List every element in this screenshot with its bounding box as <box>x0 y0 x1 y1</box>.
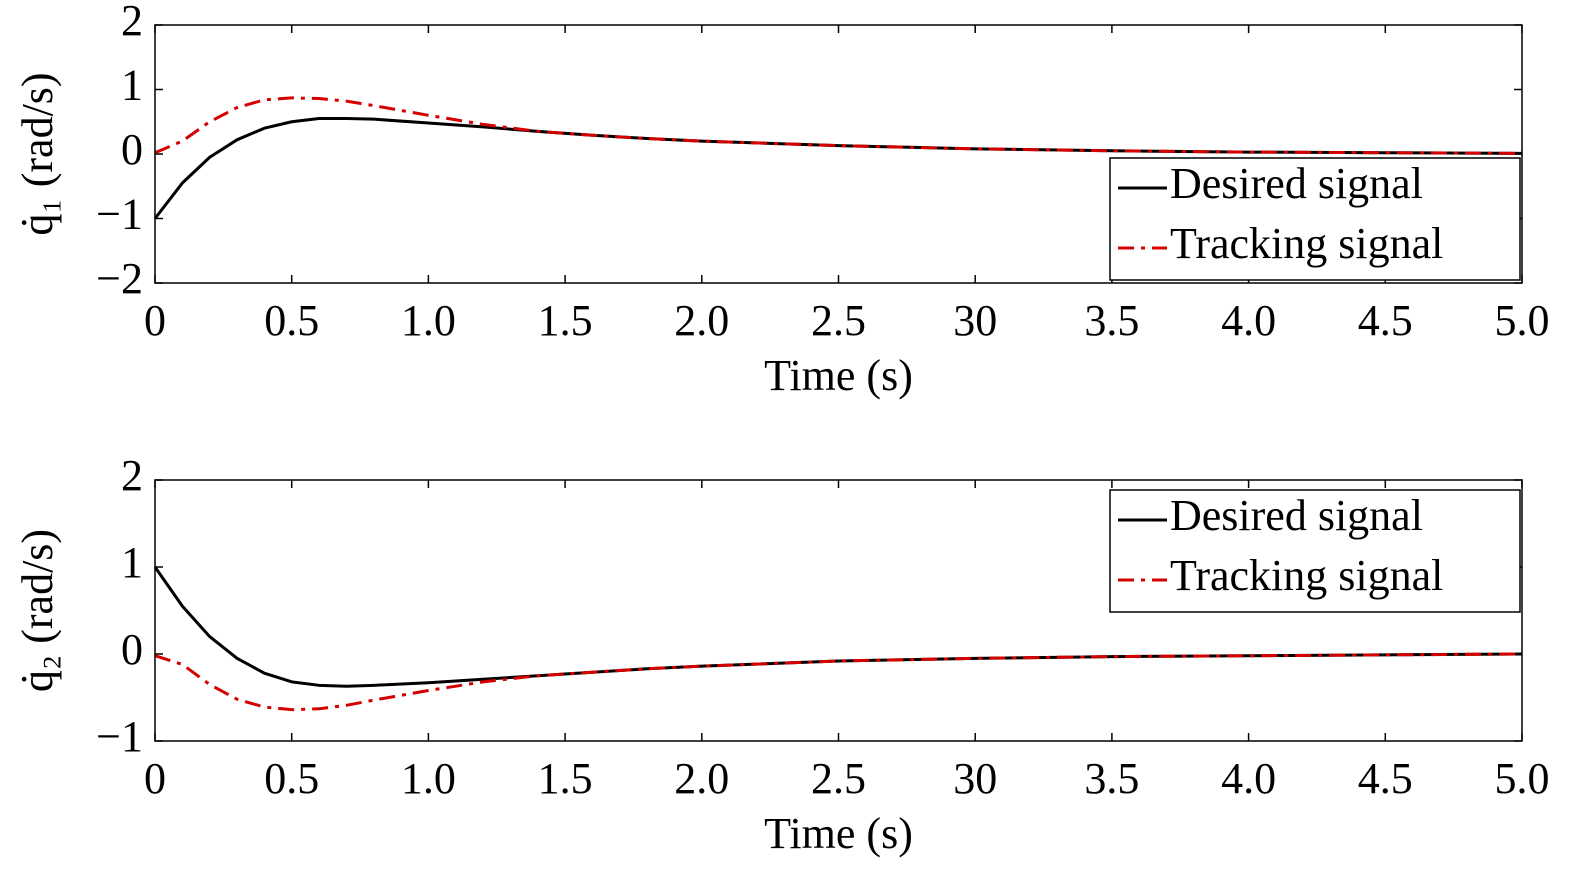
x-tick-label: 0 <box>144 754 166 803</box>
x-tick-label: 0.5 <box>264 296 319 345</box>
legend-box <box>1109 489 1521 613</box>
x-tick-label: 1.5 <box>538 754 593 803</box>
x-tick-label: 1.0 <box>401 754 456 803</box>
y-axis-label: q̇₂ (rad/s) <box>13 529 62 692</box>
x-tick-label: 3.5 <box>1084 296 1139 345</box>
legend-label: Desired signal <box>1170 491 1423 540</box>
x-tick-label: 1.0 <box>401 296 456 345</box>
line-series <box>154 96 1523 155</box>
x-axis-label: Time (s) <box>764 809 913 858</box>
legend-label: Tracking signal <box>1170 219 1443 268</box>
x-tick-label: 4.5 <box>1358 754 1413 803</box>
x-tick-label: 4.0 <box>1221 754 1276 803</box>
x-axis-label: Time (s) <box>764 351 913 400</box>
legend-box <box>1109 157 1521 281</box>
y-tick-label: −1 <box>96 190 143 239</box>
x-tick-label: 0.5 <box>264 754 319 803</box>
y-axis-label: q̇₁ (rad/s) <box>13 72 62 235</box>
x-tick-label: 2.5 <box>811 296 866 345</box>
x-tick-label: 0 <box>144 296 166 345</box>
y-tick-label: 1 <box>121 538 143 587</box>
x-tick-label: 30 <box>953 296 997 345</box>
x-tick-label: 3.5 <box>1084 754 1139 803</box>
line-series <box>154 652 1523 712</box>
x-tick-label: 4.5 <box>1358 296 1413 345</box>
y-tick-label: 0 <box>121 125 143 174</box>
x-tick-label: 5.0 <box>1495 296 1550 345</box>
y-tick-label: 0 <box>121 625 143 674</box>
x-tick-label: 30 <box>953 754 997 803</box>
x-tick-label: 5.0 <box>1495 754 1550 803</box>
y-tick-label: 1 <box>121 61 143 110</box>
y-tick-label: −1 <box>96 712 143 761</box>
x-tick-label: 2.5 <box>811 754 866 803</box>
y-tick-label: −2 <box>96 254 143 303</box>
legend-label: Desired signal <box>1170 159 1423 208</box>
x-tick-label: 2.0 <box>674 296 729 345</box>
y-tick-label: 2 <box>121 0 143 45</box>
y-tick-label: 2 <box>121 451 143 500</box>
x-tick-label: 1.5 <box>538 296 593 345</box>
legend-label: Tracking signal <box>1170 551 1443 600</box>
plot-frame <box>154 24 1523 284</box>
plot-frame <box>154 479 1523 742</box>
x-tick-label: 2.0 <box>674 754 729 803</box>
x-tick-label: 4.0 <box>1221 296 1276 345</box>
